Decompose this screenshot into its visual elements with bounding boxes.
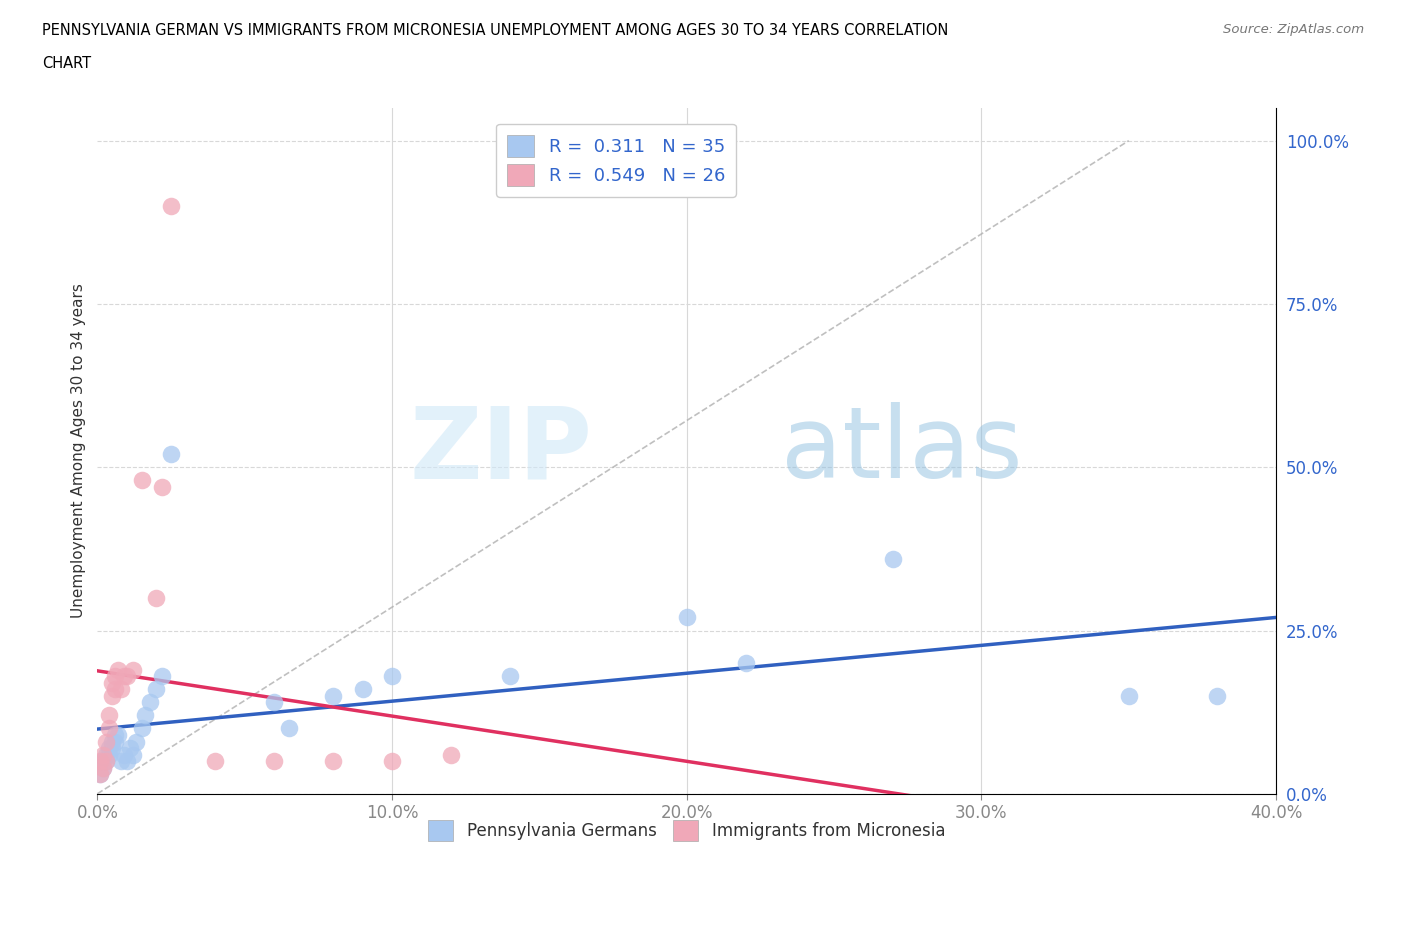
Point <box>440 747 463 762</box>
Point <box>110 682 132 697</box>
Point <box>145 682 167 697</box>
Point <box>499 669 522 684</box>
Point <box>107 662 129 677</box>
Point <box>381 753 404 768</box>
Point <box>91 747 114 762</box>
Point <box>98 740 121 755</box>
Point <box>882 551 904 566</box>
Point <box>352 682 374 697</box>
Y-axis label: Unemployment Among Ages 30 to 34 years: Unemployment Among Ages 30 to 34 years <box>72 284 86 618</box>
Point <box>150 669 173 684</box>
Point <box>263 753 285 768</box>
Point <box>124 734 146 749</box>
Point <box>322 688 344 703</box>
Point <box>98 747 121 762</box>
Point <box>89 766 111 781</box>
Point <box>150 479 173 494</box>
Text: PENNSYLVANIA GERMAN VS IMMIGRANTS FROM MICRONESIA UNEMPLOYMENT AMONG AGES 30 TO : PENNSYLVANIA GERMAN VS IMMIGRANTS FROM M… <box>42 23 949 38</box>
Point <box>107 727 129 742</box>
Point <box>160 446 183 461</box>
Text: ZIP: ZIP <box>409 403 592 499</box>
Legend: Pennsylvania Germans, Immigrants from Micronesia: Pennsylvania Germans, Immigrants from Mi… <box>422 814 952 847</box>
Point <box>101 740 124 755</box>
Text: Source: ZipAtlas.com: Source: ZipAtlas.com <box>1223 23 1364 36</box>
Point <box>91 760 114 775</box>
Text: CHART: CHART <box>42 56 91 71</box>
Point <box>734 656 756 671</box>
Point <box>112 669 135 684</box>
Point <box>1206 688 1229 703</box>
Point <box>89 766 111 781</box>
Point <box>121 747 143 762</box>
Point <box>96 747 118 762</box>
Point <box>204 753 226 768</box>
Point <box>104 669 127 684</box>
Point <box>101 675 124 690</box>
Point <box>121 662 143 677</box>
Point <box>1118 688 1140 703</box>
Point <box>89 753 111 768</box>
Point <box>134 708 156 723</box>
Point <box>110 753 132 768</box>
Point <box>104 682 127 697</box>
Point <box>263 695 285 710</box>
Text: atlas: atlas <box>780 403 1022 499</box>
Point <box>139 695 162 710</box>
Point <box>101 734 124 749</box>
Point <box>104 727 127 742</box>
Point <box>96 753 118 768</box>
Point <box>115 753 138 768</box>
Point <box>112 747 135 762</box>
Point <box>131 721 153 736</box>
Point <box>118 740 141 755</box>
Point <box>104 734 127 749</box>
Point <box>322 753 344 768</box>
Point <box>101 688 124 703</box>
Point <box>98 721 121 736</box>
Point <box>131 472 153 487</box>
Point <box>91 760 114 775</box>
Point <box>115 669 138 684</box>
Point <box>160 198 183 213</box>
Point <box>98 708 121 723</box>
Point <box>96 753 118 768</box>
Point <box>277 721 299 736</box>
Point <box>381 669 404 684</box>
Point <box>91 753 114 768</box>
Point <box>675 610 697 625</box>
Point <box>96 734 118 749</box>
Point <box>145 591 167 605</box>
